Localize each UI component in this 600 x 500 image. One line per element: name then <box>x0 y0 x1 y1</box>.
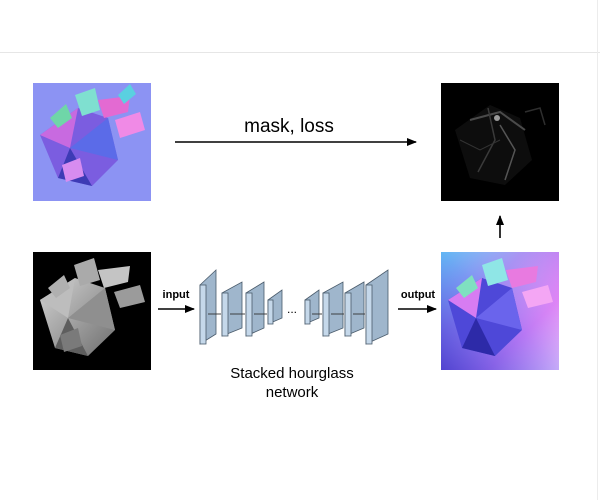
hourglass-block-8 <box>365 269 389 345</box>
hourglass-block-6 <box>322 281 344 337</box>
hourglass-block-3 <box>245 281 265 337</box>
top-divider <box>0 52 600 53</box>
right-divider <box>597 0 598 500</box>
hourglass-block-5 <box>304 289 320 325</box>
hourglass-block-1 <box>199 269 217 345</box>
ellipsis-label: ... <box>287 302 297 316</box>
network-caption-line1: Stacked hourglass <box>230 365 353 382</box>
hourglass-block-7 <box>344 281 365 337</box>
masked-output-image <box>441 83 559 201</box>
hourglass-block-4 <box>267 289 283 325</box>
mask-loss-label: mask, loss <box>244 116 334 137</box>
input-depth-map-image <box>33 252 151 370</box>
input-normal-map-image <box>33 83 151 201</box>
output-label: output <box>401 289 436 301</box>
network-caption-line2: network <box>266 384 319 401</box>
input-label: input <box>163 289 190 301</box>
predicted-normal-map-image <box>441 252 559 370</box>
hourglass-block-2 <box>221 281 243 337</box>
